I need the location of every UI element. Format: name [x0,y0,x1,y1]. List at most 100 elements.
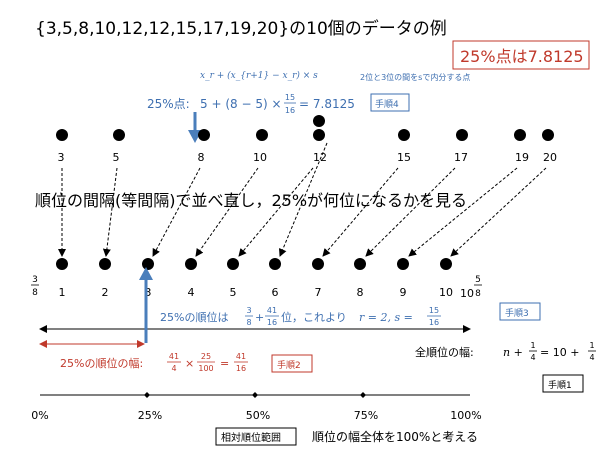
rank-label: 2 [102,286,109,299]
rank25-result: r = 2, s = [359,311,413,324]
step2-box [271,354,313,373]
total-f-num: 1 [530,341,535,350]
rank25-suffix: 位，これより [281,310,347,324]
mapping-arrow [450,167,547,257]
rank-dot [440,258,452,270]
data-value: 8 [198,151,205,164]
rank-dot [312,258,324,270]
rank25-arrow-head [139,267,153,280]
rank25-f1-num: 3 [246,306,251,315]
data-dot [256,129,268,141]
total-label: 全順位の幅: [415,345,474,359]
rank25-s-num: 15 [429,306,439,315]
data-dot [313,115,325,127]
rank-label: 10 [439,286,453,299]
step2-label: 手順2 [277,359,301,371]
data-value: 20 [543,151,557,164]
rank25-prefix: 25%の順位は [160,310,228,324]
rank25-s-den: 16 [429,318,439,327]
data-dot [542,129,554,141]
width25-b-den: 100 [198,364,213,373]
percent-label: 0% [31,409,48,422]
rank-label: 8 [357,286,364,299]
rank-label: 7 [315,286,322,299]
step1-label: 手順1 [548,379,572,391]
total-expr2: = 10 + [540,346,579,359]
width25-eq: = [220,357,229,370]
data-dot [113,129,125,141]
mapping-arrow [322,167,399,257]
data-dot [456,129,468,141]
data-value: 10 [253,151,267,164]
interp-label: 25%点: [147,97,190,111]
rank-dot [227,258,239,270]
rank-dots [56,258,452,270]
rank25-f2-num: 41 [267,306,277,315]
data-value: 12 [313,151,327,164]
interp-frac-den: 16 [285,106,295,115]
total-g-num: 1 [589,341,594,350]
mapping-arrow [278,142,328,257]
width25-b-num: 25 [201,352,211,361]
result-text: 25%点は7.8125 [460,47,584,66]
width25-a-num: 41 [169,352,179,361]
data-dots [56,115,554,141]
rank-right-num: 5 [475,275,481,285]
mapping-arrow [365,167,456,257]
interp-expr-left: 5 + (8 − 5) × [200,97,282,111]
rank-dot [269,258,281,270]
total-expr1: n + [503,346,523,359]
percent-label: 25% [138,409,162,422]
rank25-plus: + [255,311,264,324]
step3-label: 手順3 [505,307,529,319]
rank-label: 3 [145,286,152,299]
interp-note: 2位と3位の間をsで内分する点 [360,72,470,82]
step4-label: 手順4 [375,98,399,110]
rank-dot [397,258,409,270]
data-dot [313,129,325,141]
width25-label: 25%の順位の幅: [60,356,143,370]
data-dot [198,129,210,141]
rank-left-num: 3 [32,275,38,285]
title: {3,5,8,10,12,12,15,17,19,20}の10個のデータの例 [35,18,447,39]
mapping-arrows [58,142,547,257]
rank-right-whole: 10 [460,287,474,300]
percent-label: 50% [246,409,270,422]
rank25-f2-den: 16 [267,318,277,327]
formula-top: x_r + (x_{r+1} − x_r) × s [200,70,318,81]
data-dot [514,129,526,141]
mapping-arrow [408,167,518,257]
data-value: 17 [454,151,468,164]
mapping-arrow [152,167,201,257]
rank-label: 1 [59,286,66,299]
mapping-arrow [195,167,259,257]
result-box [452,40,590,70]
percent-marker [360,392,366,398]
width25-times: × [185,357,194,370]
mapping-arrow [102,167,118,257]
rank-right-den: 8 [475,289,481,299]
interp-frac-num: 15 [285,93,295,102]
rank-dot [142,258,154,270]
interp-expr-right: = 7.8125 [299,97,355,111]
rank-dot [354,258,366,270]
percent-label: 75% [354,409,378,422]
data-dot [56,129,68,141]
total-f-den: 4 [530,353,535,362]
rank-label: 5 [230,286,237,299]
rank-left-den: 8 [32,288,38,298]
data-value: 15 [397,151,411,164]
step3-box [499,302,541,321]
width25-c-den: 16 [236,364,246,373]
width25-c-num: 41 [236,352,246,361]
rank25-f1-den: 8 [246,318,251,327]
mapping-arrow [238,167,314,257]
bottom-note: 順位の幅全体を100%と考える [312,429,478,444]
step4-box [370,93,410,112]
percent-label: 100% [450,409,481,422]
percent-marker [252,392,258,398]
rank-dot [99,258,111,270]
rel-range-box [215,427,297,446]
width25-a-den: 4 [171,364,176,373]
